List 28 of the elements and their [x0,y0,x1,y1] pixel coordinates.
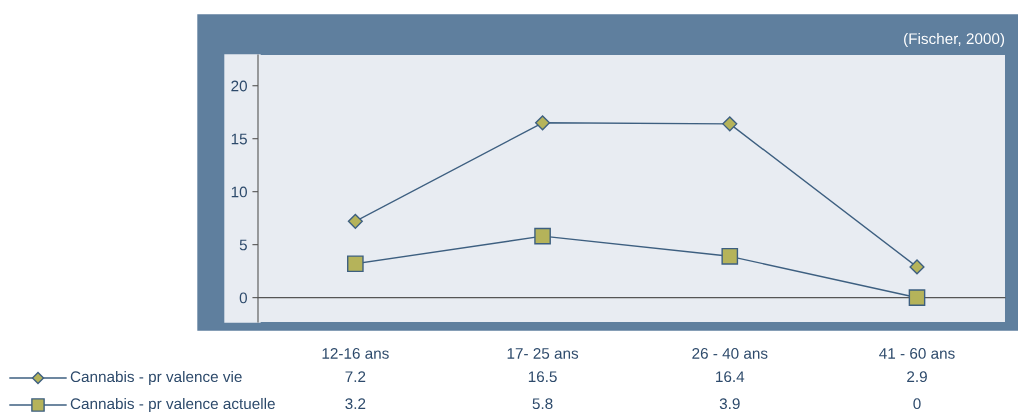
point [908,289,926,306]
legend-label: Cannabis - pr valence vie [70,370,242,386]
data-label: 2.9 [907,371,927,383]
y-tick-label: 0 [239,292,247,304]
point [535,115,551,131]
y-tick-label: 15 [231,133,247,145]
y-tick-label: 10 [231,186,247,198]
point [534,227,551,245]
x-tick-label: 17- 25 ans [507,348,579,359]
point [347,213,363,229]
y-tick-label: 5 [239,239,247,251]
point [722,116,738,132]
point [721,247,739,265]
data-label: 3.2 [345,398,366,410]
x-tick-label: 41 - 60 ans [879,348,955,359]
x-tick-label: 12-16 ans [322,348,389,359]
point [347,255,364,273]
legend-label: Cannabis - pr valence actuelle [70,397,275,413]
data-label: 5.8 [532,398,553,410]
data-label: 16.4 [716,371,745,383]
point [909,259,925,275]
data-label: 16.5 [528,371,557,383]
data-label: 3.9 [719,398,740,410]
x-tick-label: 26 - 40 ans [692,348,768,359]
data-label: 0 [913,398,921,410]
data-label: 7.2 [345,371,366,382]
text: (Fischer, 2000) [904,32,1005,48]
y-tick-label: 20 [231,80,247,92]
